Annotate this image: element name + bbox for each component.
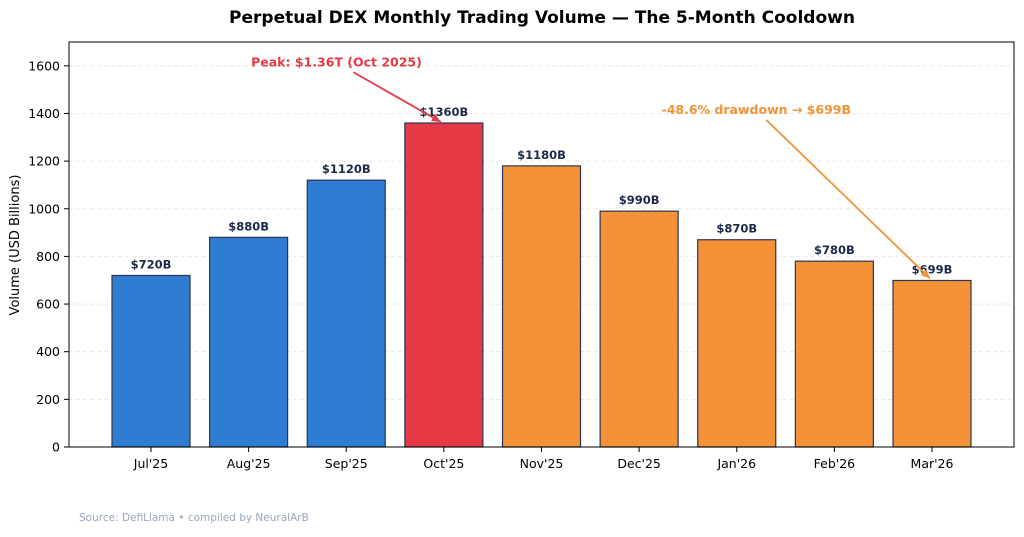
x-tick-label: Mar'26 — [911, 456, 954, 471]
y-tick-label: 600 — [36, 297, 60, 312]
bar — [697, 239, 777, 448]
data-label: $1360B — [419, 105, 468, 119]
annotation-text: -48.6% drawdown → $699B — [662, 102, 851, 117]
annotation-arrowhead — [431, 114, 441, 122]
annotation-arrowhead — [920, 269, 930, 279]
y-tick-label: 1200 — [28, 154, 60, 169]
annotation-text: Peak: $1.36T (Oct 2025) — [251, 54, 422, 69]
bar — [404, 122, 484, 448]
bars: $720B $880B $1120B $1360B $1180B $990B $870B $7… — [111, 105, 972, 448]
annotation-arrow — [353, 71, 442, 123]
source-note: Source: DefiLlama • compiled by NeuralAr… — [79, 512, 309, 524]
y-tick-label: 1600 — [28, 58, 60, 73]
x-tick-label: Feb'26 — [814, 456, 856, 471]
data-label: $699B — [912, 262, 953, 276]
y-tick-label: 1400 — [28, 106, 60, 121]
x-tick-label: Dec'25 — [617, 456, 661, 471]
y-tick-label: 1000 — [28, 201, 60, 216]
bar — [209, 236, 289, 448]
y-tick-label: 800 — [36, 249, 60, 264]
annotations: Peak: $1.36T (Oct 2025) -48.6% drawdown →… — [251, 54, 931, 280]
x-tick-label: Aug'25 — [227, 456, 271, 471]
bar — [794, 260, 874, 448]
data-label: $880B — [228, 219, 269, 233]
bar — [501, 165, 582, 448]
data-label: $1180B — [517, 148, 566, 162]
x-tick-label: Jul'25 — [133, 456, 168, 471]
annotation-arrow — [765, 119, 931, 280]
y-tick-label: 200 — [36, 392, 60, 407]
x-tick-label: Oct'25 — [423, 456, 464, 471]
data-label: $1120B — [322, 162, 371, 176]
x-tick-label: Nov'25 — [520, 456, 564, 471]
x-axis: Jul'25 Aug'25 Sep'25 Oct'25 Nov'25 Dec'25 Jan'… — [133, 447, 954, 471]
data-label: $870B — [716, 222, 757, 236]
x-tick-label: Jan'26 — [716, 456, 756, 471]
y-axis-label: Volume (USD Billions) — [8, 175, 23, 316]
data-label: $990B — [619, 193, 660, 207]
bar — [111, 274, 191, 448]
y-tick-label: 400 — [36, 344, 60, 359]
bar — [599, 210, 679, 448]
y-tick-label: 0 — [52, 440, 60, 455]
bar — [892, 279, 972, 448]
bar — [306, 179, 386, 448]
data-label: $720B — [131, 257, 172, 271]
y-axis: 0 200 400 600 800 1000 1200 1400 1600 — [28, 58, 69, 455]
chart-title: Perpetual DEX Monthly Trading Volume — T… — [229, 8, 855, 28]
x-tick-label: Sep'25 — [325, 456, 368, 471]
data-label: $780B — [814, 243, 855, 257]
